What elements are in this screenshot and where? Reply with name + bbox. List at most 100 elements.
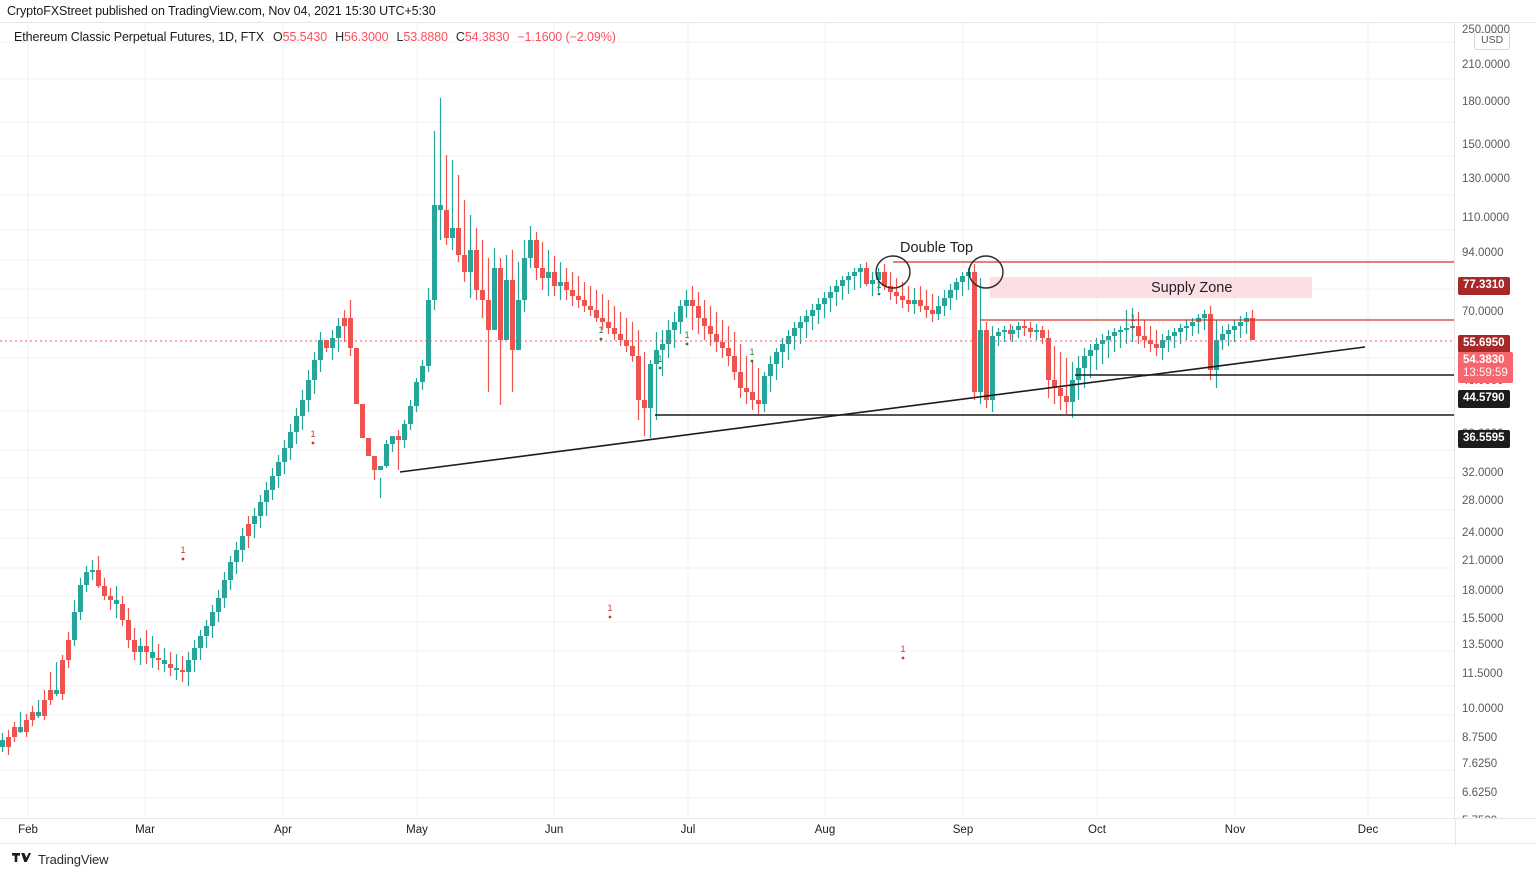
upper-price-label[interactable]: 55.6950 (1458, 335, 1510, 353)
price-axis[interactable]: USD 250.0000 210.0000 180.0000 150.0000 130.… (1456, 23, 1536, 827)
candle (1088, 344, 1093, 378)
candle (786, 330, 791, 360)
candle (390, 436, 395, 452)
candle (24, 714, 29, 737)
candle (18, 712, 23, 733)
candle-body (630, 346, 635, 356)
support-price-label-1[interactable]: 44.5790 (1458, 390, 1510, 408)
candle-body (1100, 340, 1105, 344)
candle-body (486, 300, 491, 330)
candle (354, 348, 359, 404)
candle-body (900, 296, 905, 300)
candle (516, 262, 521, 350)
price-tick: 110.0000 (1462, 212, 1510, 224)
candle (648, 360, 653, 438)
candle (570, 272, 575, 306)
candle-body (1190, 322, 1195, 326)
candle (486, 258, 491, 392)
candle-body (852, 272, 857, 276)
ohlc-change: −1.1600 (−2.09%) (517, 30, 616, 44)
trade-marker-label: 1 (607, 603, 612, 613)
double-top-circle-right[interactable] (968, 255, 1004, 289)
candle-body (696, 306, 701, 318)
candle (90, 560, 95, 580)
trade-marker: 1 (607, 603, 613, 619)
candle (156, 644, 161, 670)
candle (222, 572, 227, 608)
candle-body (306, 380, 311, 400)
candle-body (12, 727, 17, 737)
price-tick: 28.0000 (1462, 495, 1504, 507)
candle-body (342, 318, 347, 326)
candle-body (66, 640, 71, 660)
candle (552, 256, 557, 296)
candle (1184, 320, 1189, 340)
chart-pane[interactable]: 1 1 1 1 1 1 1 1 1 1 (0, 23, 1455, 818)
candle-body (114, 600, 119, 604)
candle (522, 240, 527, 312)
tradingview-brand-text: TradingView (38, 852, 109, 867)
candle (408, 400, 413, 430)
candle-body (90, 570, 95, 572)
candle (1142, 320, 1147, 348)
time-tick: Aug (814, 824, 836, 836)
candle-body (450, 228, 455, 238)
candle-body (612, 328, 617, 334)
candle-body (1070, 380, 1075, 402)
candle-body (1136, 326, 1141, 336)
candle-body (558, 282, 563, 286)
candle (210, 605, 215, 638)
candle (780, 338, 785, 368)
candle-body (888, 286, 893, 292)
candle (54, 662, 59, 696)
candle-body (1226, 330, 1231, 334)
candle (282, 440, 287, 474)
candle (228, 556, 233, 590)
trade-marker-dot (599, 337, 603, 341)
candle (378, 466, 383, 498)
candle-body (246, 524, 251, 536)
candle (534, 232, 539, 280)
candle-body (606, 322, 611, 328)
candle-body (48, 690, 53, 700)
candle (720, 320, 725, 358)
candle-body (564, 282, 569, 290)
candle (1106, 330, 1111, 358)
trade-marker-dot (311, 441, 315, 445)
candle (1046, 330, 1051, 398)
candle-body (102, 586, 107, 596)
candle-body (810, 310, 815, 316)
support-price-label-2[interactable]: 36.5595 (1458, 430, 1510, 448)
candle (576, 276, 581, 308)
candle-body (96, 570, 101, 586)
candle-body (258, 502, 263, 516)
candle (366, 438, 371, 456)
candle (768, 356, 773, 392)
overlay-lines (0, 255, 1454, 473)
double-top-circle-left[interactable] (875, 255, 911, 289)
time-axis[interactable]: Feb Mar Apr May Jun Jul Aug Sep Oct Nov Dec (0, 818, 1536, 845)
trade-marker: 1 (310, 429, 316, 445)
candle (540, 242, 545, 290)
resistance-price-label[interactable]: 77.3310 (1458, 277, 1510, 295)
candle (972, 264, 977, 400)
candle (528, 226, 533, 268)
ascending-trendline[interactable] (399, 346, 1366, 473)
candle (990, 326, 995, 412)
candle (750, 362, 755, 410)
candle-body (198, 636, 203, 648)
candle-body (1028, 328, 1033, 332)
candle (144, 630, 149, 664)
last-price-label[interactable]: 54.3830 13:59:59 (1458, 352, 1513, 383)
symbol-title[interactable]: Ethereum Classic Perpetual Futures, 1D, … (14, 30, 264, 44)
time-tick: Sep (952, 824, 974, 836)
candle (1112, 328, 1117, 352)
candle-body (924, 306, 929, 310)
price-tick: 7.6250 (1462, 758, 1498, 770)
candle (72, 600, 77, 646)
candle (372, 456, 377, 480)
candle-body (972, 272, 977, 392)
candle (792, 322, 797, 350)
candle (1010, 326, 1015, 342)
trade-marker-label: 1 (684, 330, 689, 340)
